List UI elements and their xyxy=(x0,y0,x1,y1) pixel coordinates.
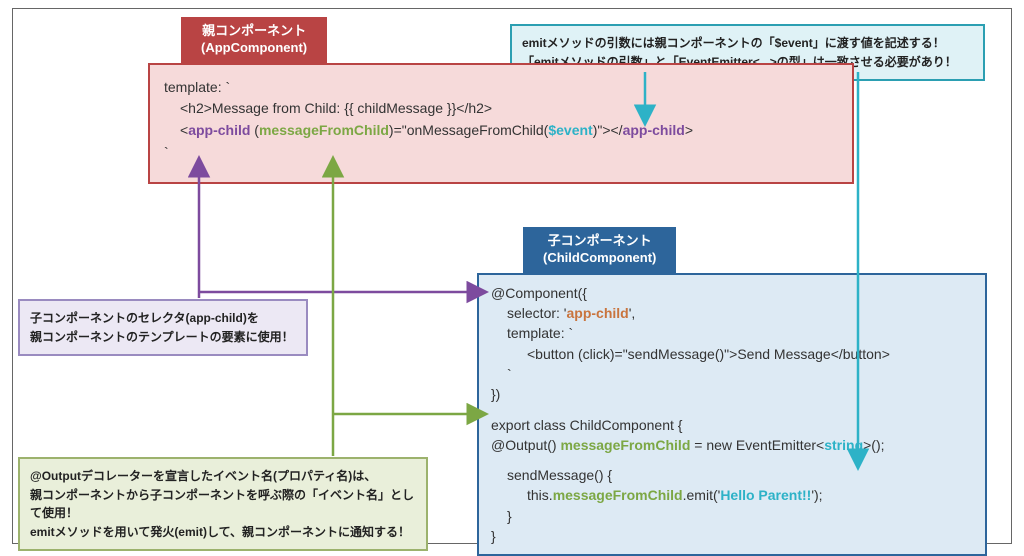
child-title: 子コンポーネント (ChildComponent) xyxy=(523,227,676,273)
text: 親コンポーネント xyxy=(202,23,306,38)
note-selector: 子コンポーネントのセレクタ(app-child)を 親コンポーネントのテンプレー… xyxy=(18,299,308,356)
t: ', xyxy=(629,305,636,321)
code-line: } xyxy=(507,506,975,526)
t: .emit(' xyxy=(683,487,721,503)
t: )="onMessageFromChild( xyxy=(389,122,548,138)
code-line: ` xyxy=(507,364,975,384)
event-var: $event xyxy=(548,122,592,138)
spacer xyxy=(491,405,975,415)
spacer xyxy=(491,455,975,465)
code-line: template: ` xyxy=(507,323,975,343)
code-line: <button (click)="sendMessage()">Send Mes… xyxy=(527,344,975,364)
code-line: ` xyxy=(164,142,838,164)
code-line: template: ` xyxy=(164,77,838,99)
text: 子コンポーネント xyxy=(548,233,652,248)
code-line: <app-child (messageFromChild)="onMessage… xyxy=(180,120,838,142)
tag: app-child xyxy=(623,122,685,138)
code-line: sendMessage() { xyxy=(507,465,975,485)
output-prop: messageFromChild xyxy=(553,487,683,503)
t: '); xyxy=(811,487,822,503)
note-output: @Outputデコレーターを宣言したイベント名(プロパティ名)は、 親コンポーネ… xyxy=(18,457,428,551)
parent-component-box: 親コンポーネント (AppComponent) template: ` <h2>… xyxy=(148,17,854,184)
text: 親コンポーネントから子コンポーネントを呼ぶ際の「イベント名」として使用！ xyxy=(30,486,416,523)
parent-code: template: ` <h2>Message from Child: {{ c… xyxy=(148,63,854,184)
text: emitメソッドを用いて発火(emit)して、親コンポーネントに通知する！ xyxy=(30,523,416,542)
text: 子コンポーネントのセレクタ(app-child)を xyxy=(30,309,296,328)
t: selector: ' xyxy=(507,305,566,321)
t: = new EventEmitter< xyxy=(690,437,824,453)
t: )"></ xyxy=(593,122,623,138)
text: (ChildComponent) xyxy=(543,250,656,265)
code-line: selector: 'app-child', xyxy=(507,303,975,323)
text: @Outputデコレーターを宣言したイベント名(プロパティ名)は、 xyxy=(30,467,416,486)
emit-arg: Hello Parent!! xyxy=(720,487,811,503)
tag: app-child xyxy=(188,122,250,138)
code-line: @Component({ xyxy=(491,283,975,303)
t: @Output() xyxy=(491,437,560,453)
type-param: string xyxy=(824,437,863,453)
text: (AppComponent) xyxy=(201,40,307,55)
parent-title: 親コンポーネント (AppComponent) xyxy=(181,17,327,63)
code-line: <h2>Message from Child: {{ childMessage … xyxy=(180,98,838,120)
t: < xyxy=(180,122,188,138)
t: ( xyxy=(250,122,259,138)
code-line: export class ChildComponent { xyxy=(491,415,975,435)
code-line: this.messageFromChild.emit('Hello Parent… xyxy=(527,485,975,505)
selector-value: app-child xyxy=(566,305,628,321)
text: 親コンポーネントのテンプレートの要素に使用！ xyxy=(30,328,296,347)
child-code: @Component({ selector: 'app-child', temp… xyxy=(477,273,987,556)
code-line: }) xyxy=(491,384,975,404)
child-component-box: 子コンポーネント (ChildComponent) @Component({ s… xyxy=(477,227,987,556)
output-name: messageFromChild xyxy=(259,122,389,138)
code-line: @Output() messageFromChild = new EventEm… xyxy=(491,435,975,455)
t: > xyxy=(685,122,693,138)
output-prop: messageFromChild xyxy=(560,437,690,453)
t: >(); xyxy=(863,437,884,453)
t: this. xyxy=(527,487,553,503)
code-line: } xyxy=(491,526,975,546)
